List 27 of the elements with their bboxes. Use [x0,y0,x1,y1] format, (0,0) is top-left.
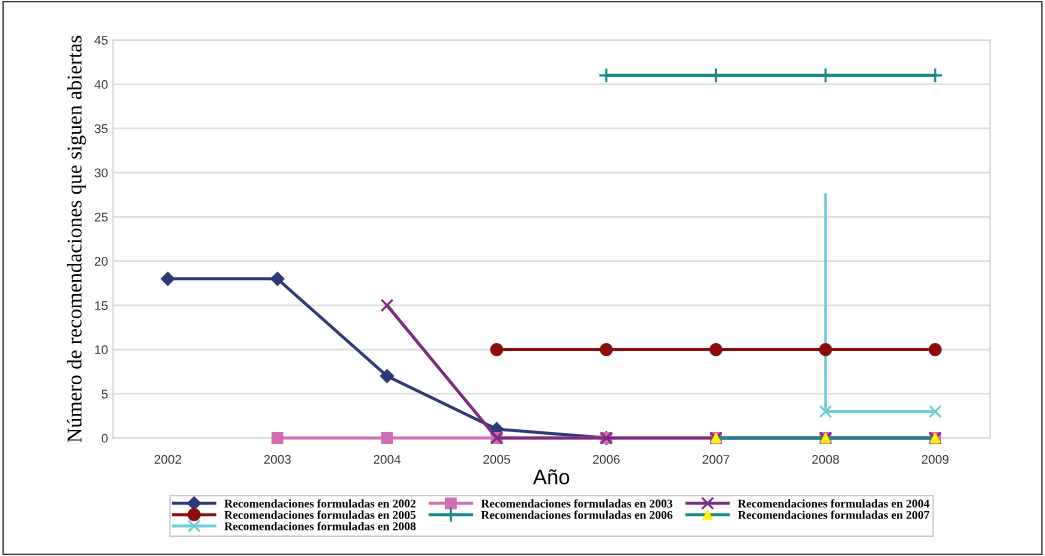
x-tick-label: 2003 [264,455,291,464]
x-axis-title: Año [533,469,570,485]
y-tick-label: 35 [94,124,108,134]
x-tick-label: 2009 [921,455,949,464]
legend-label: Recomendaciones formuladas en 2004 [737,499,930,508]
x-tick-label: 2004 [373,455,401,464]
y-tick-label: 5 [101,389,108,399]
x-tick-label: 2002 [154,455,182,464]
legend-label: Recomendaciones formuladas en 2002 [224,499,416,508]
legend-label: Recomendaciones formuladas en 2007 [737,510,930,519]
legend-label: Recomendaciones formuladas en 2003 [481,499,673,508]
y-tick-label: 10 [95,345,108,355]
x-tick-label: 2005 [483,455,511,464]
y-tick-label: 25 [94,212,108,222]
x-tick-label: 2007 [702,455,730,464]
y-tick-label: 45 [94,35,108,45]
y-tick-label: 20 [94,256,108,266]
x-tick-label: 2006 [593,455,620,464]
y-axis-title: Número de recomendaciones que siguen abiertas [66,35,86,443]
y-tick-label: 40 [94,80,108,89]
y-tick-label: 0 [101,433,108,443]
y-tick-label: 30 [94,168,108,178]
legend-label: Recomendaciones formuladas en 2005 [224,510,416,519]
legend-label: Recomendaciones formuladas en 2008 [224,521,416,531]
y-tick-label: 15 [95,301,108,310]
x-tick-label: 2008 [812,455,839,464]
legend-label: Recomendaciones formuladas en 2006 [481,510,673,519]
